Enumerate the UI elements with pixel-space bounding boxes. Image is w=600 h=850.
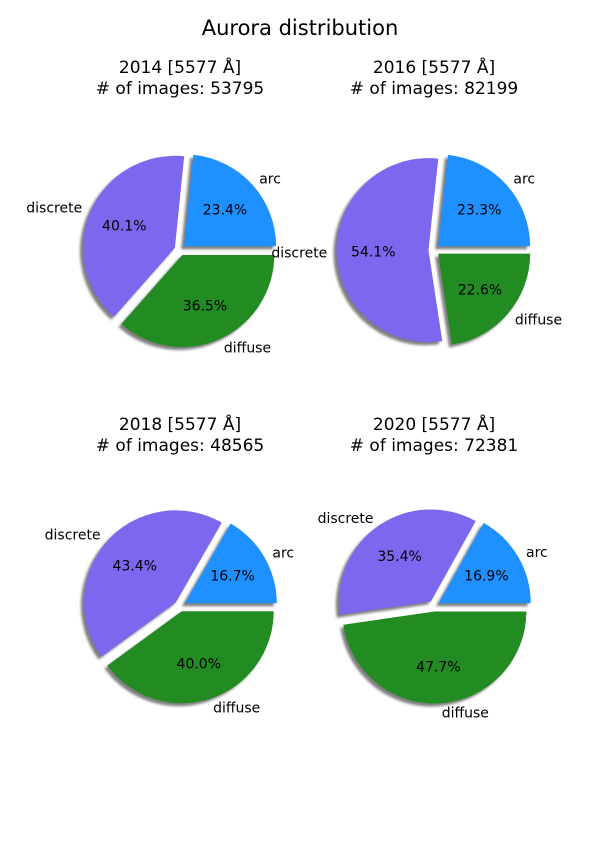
pie-title-line2: # of images: 72381 <box>350 436 518 456</box>
pie-slice-label-diffuse: diffuse <box>213 701 260 717</box>
pie-slice-label-discrete: discrete <box>271 245 327 261</box>
pie-slice-discrete <box>82 155 185 317</box>
pie-title-line2: # of images: 82199 <box>350 79 518 99</box>
pie-title-line1: 2016 [5577 Å] <box>373 56 495 78</box>
pie-pct-label-arc: 16.7% <box>210 569 254 585</box>
pie-chart-3: 2020 [5577 Å]# of images: 72381 16.9% arc 3… <box>318 413 548 721</box>
pie-pct-label-discrete: 35.4% <box>377 549 421 565</box>
pie-chart-2: 2018 [5577 Å]# of images: 48565 16.7% arc 4… <box>45 413 294 717</box>
pie-slice-discrete <box>83 510 222 657</box>
pie-chart-1: 2016 [5577 Å]# of images: 82199 23.3% arc 5… <box>271 56 562 348</box>
pie-slice-label-diffuse: diffuse <box>224 340 271 356</box>
pie-slice-label-arc: arc <box>259 171 281 187</box>
pie-pct-label-diffuse: 22.6% <box>458 283 502 299</box>
pie-pct-label-arc: 16.9% <box>464 568 508 584</box>
pie-slice-diffuse <box>121 255 275 348</box>
pie-slice-label-discrete: discrete <box>26 200 82 216</box>
pie-title-line1: 2020 [5577 Å] <box>373 413 495 435</box>
pie-pct-label-arc: 23.3% <box>457 202 501 218</box>
pie-slice-label-diffuse: diffuse <box>442 705 489 721</box>
pie-pct-label-discrete: 40.1% <box>102 219 146 235</box>
pie-slice-label-arc: arc <box>526 545 548 561</box>
pie-slice-diffuse <box>343 611 527 704</box>
pie-slice-discrete <box>336 158 443 343</box>
pie-pct-label-diffuse: 40.0% <box>177 657 221 673</box>
pie-pct-label-diffuse: 47.7% <box>416 660 460 676</box>
pie-title-line1: 2014 [5577 Å] <box>119 56 241 78</box>
pie-title-line2: # of images: 48565 <box>96 436 264 456</box>
pie-slice-arc <box>184 154 277 247</box>
pie-slice-discrete <box>338 509 476 615</box>
pie-title-line1: 2018 [5577 Å] <box>119 413 241 435</box>
pie-slice-label-discrete: discrete <box>318 511 374 527</box>
figure-title: Aurora distribution <box>202 16 399 40</box>
pie-slice-label-discrete: discrete <box>45 528 101 544</box>
pie-pct-label-diffuse: 36.5% <box>183 298 227 314</box>
pie-slice-label-arc: arc <box>272 546 294 562</box>
pie-chart-0: 2014 [5577 Å]# of images: 53795 23.4% arc 4… <box>26 56 281 356</box>
pie-pct-label-discrete: 54.1% <box>351 244 395 260</box>
pie-slice-arc <box>438 522 531 604</box>
pie-slice-arc <box>184 523 277 604</box>
pie-pct-label-discrete: 43.4% <box>113 559 157 575</box>
pie-pct-label-arc: 23.4% <box>203 202 247 218</box>
pie-slice-arc <box>438 154 531 247</box>
pie-slice-diffuse <box>438 253 531 345</box>
pie-slice-label-diffuse: diffuse <box>515 313 562 329</box>
pie-slice-label-arc: arc <box>513 172 535 188</box>
pie-title-line2: # of images: 53795 <box>96 79 264 99</box>
pie-charts: 2014 [5577 Å]# of images: 53795 23.4% arc 4… <box>26 56 562 721</box>
pie-slice-diffuse <box>107 611 274 704</box>
